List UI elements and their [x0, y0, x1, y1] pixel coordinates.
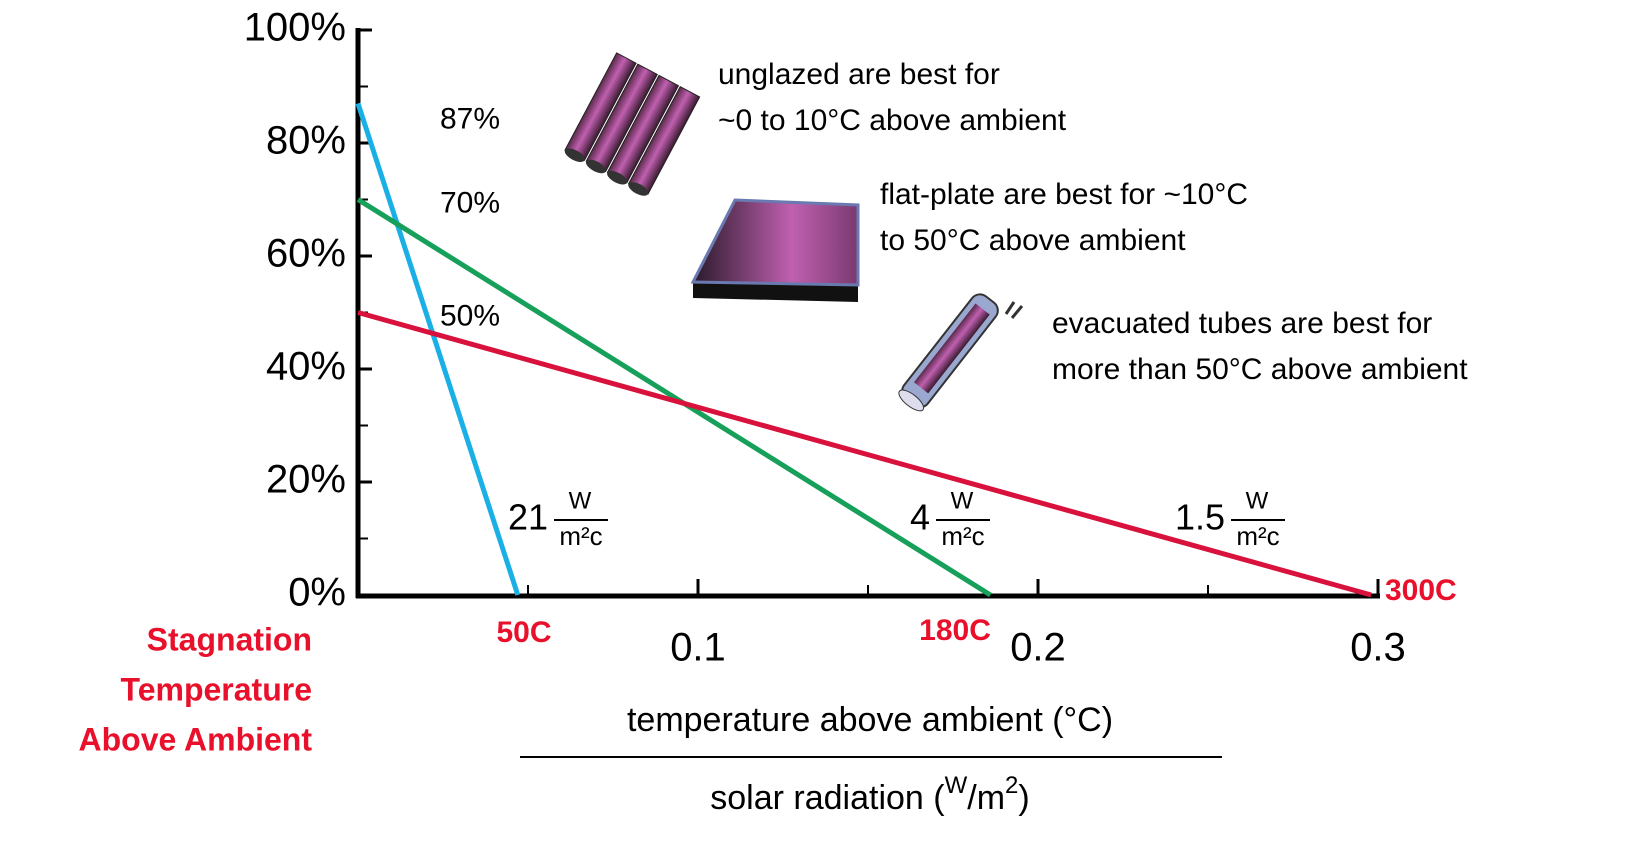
heat-loss: 21: [508, 497, 548, 538]
stagnation-label: 300C: [1385, 574, 1457, 607]
unit-num: W: [569, 487, 592, 514]
y-tick-label: 20%: [266, 458, 346, 502]
collector-note: ~0 to 10°C above ambient: [718, 104, 1067, 137]
x-label-numerator: temperature above ambient (°C): [627, 701, 1113, 739]
collector-note: flat-plate are best for ~10°C: [880, 178, 1248, 211]
collector-note: to 50°C above ambient: [880, 224, 1186, 257]
stagnation-caption: Temperature: [121, 671, 312, 707]
y-tick-label: 80%: [266, 119, 346, 163]
flat-plate-icon: [693, 200, 858, 302]
x-tick-label: 0.2: [1010, 626, 1066, 670]
x-label-part: 2: [1005, 772, 1018, 799]
y-tick-label: 100%: [244, 6, 346, 50]
value-label: 70%: [440, 186, 500, 219]
x-tick-label: 0.3: [1350, 626, 1406, 670]
x-tick-label: 0.1: [670, 626, 726, 670]
unit-num: W: [1246, 487, 1269, 514]
y-tick-label: 0%: [288, 571, 346, 615]
collector-note: more than 50°C above ambient: [1052, 353, 1468, 386]
unit-num: W: [951, 487, 974, 514]
x-label-part: solar radiation (: [710, 779, 945, 817]
chart: 0% 20% 40% 60% 80% 100% 0.1 0.2 0.3 temperature a…: [0, 0, 1625, 851]
evacuated-tube-icon: [896, 290, 1022, 414]
stagnation-caption: Above Ambient: [79, 721, 313, 757]
collector-note: evacuated tubes are best for: [1052, 307, 1432, 340]
collector-note: unglazed are best for: [718, 58, 1000, 91]
unglazed-icon: [563, 53, 700, 199]
heat-loss: 4: [910, 497, 930, 538]
stagnation-caption: Stagnation: [147, 621, 312, 657]
stagnation-label: 180C: [919, 614, 991, 647]
x-label-part: ): [1018, 779, 1029, 817]
stagnation-label: 50C: [496, 616, 551, 649]
x-label-denominator: solar radiation (W/m2): [710, 772, 1029, 817]
value-label: 87%: [440, 102, 500, 135]
x-label-part: /m: [967, 779, 1005, 817]
x-label-part: W: [945, 772, 968, 799]
y-tick-label: 40%: [266, 345, 346, 389]
value-label: 50%: [440, 299, 500, 332]
unit-den: m²c: [941, 521, 984, 551]
unit-den: m²c: [1236, 521, 1279, 551]
y-tick-label: 60%: [266, 232, 346, 276]
unit-den: m²c: [559, 521, 602, 551]
heat-loss: 1.5: [1175, 497, 1225, 538]
